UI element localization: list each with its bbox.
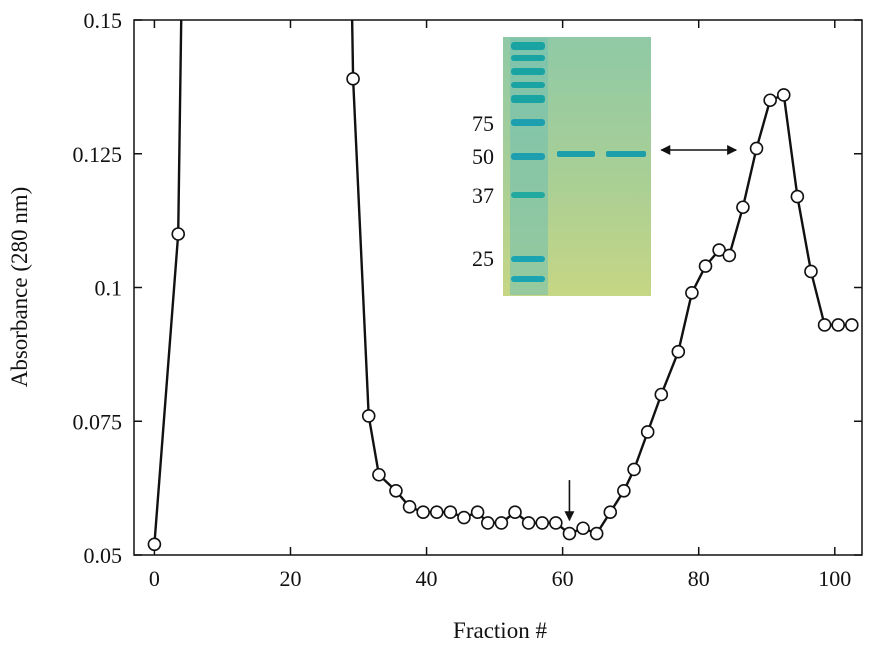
- data-point: [617, 483, 631, 498]
- data-point: [457, 510, 471, 525]
- gel-sample-band: [606, 151, 646, 157]
- series-markers: [147, 72, 859, 552]
- data-point: [508, 505, 522, 520]
- data-point: [763, 93, 777, 108]
- gel-ladder-band: [511, 276, 545, 282]
- gel-ladder-lane: [510, 38, 548, 295]
- gel-inset: 75 50 37 25: [472, 37, 651, 296]
- x-tick-label: 80: [688, 566, 710, 591]
- y-axis-title: Absorbance (280 nm): [7, 187, 32, 388]
- data-point: [654, 387, 669, 402]
- data-point: [722, 248, 737, 263]
- data-point: [640, 425, 655, 439]
- data-point: [521, 516, 536, 530]
- data-point: [429, 505, 444, 520]
- gel-ladder-band: [511, 55, 545, 61]
- data-point: [790, 189, 805, 204]
- x-tick-label: 100: [818, 566, 851, 591]
- data-point: [576, 521, 590, 536]
- data-point: [844, 318, 859, 332]
- data-point: [685, 286, 699, 300]
- data-point: [470, 505, 485, 520]
- data-point: [627, 462, 641, 477]
- gel-ladder-band: [511, 95, 545, 103]
- data-point: [749, 141, 764, 156]
- data-point: [671, 344, 686, 359]
- annotations: [564, 145, 738, 522]
- plot-frame: [133, 19, 863, 556]
- data-point: [603, 505, 618, 520]
- gel-marker-label: 50: [472, 144, 494, 169]
- data-point: [698, 259, 713, 273]
- data-point: [346, 72, 360, 86]
- gel-ladder-band: [511, 119, 545, 126]
- data-point: [372, 467, 386, 482]
- x-tick-label: 60: [552, 566, 574, 591]
- gel-ladder-band: [511, 42, 545, 50]
- x-tick-label: 40: [416, 566, 438, 591]
- data-point: [804, 264, 818, 279]
- data-point: [736, 200, 750, 215]
- data-point: [361, 409, 376, 423]
- gel-ladder-band: [511, 82, 545, 88]
- gel-ladder-band: [511, 68, 545, 75]
- data-point: [480, 516, 495, 530]
- y-axis-ticks: 0.05 0.075 0.1 0.125 0.15: [73, 8, 862, 568]
- data-point: [549, 516, 563, 530]
- data-point: [562, 526, 577, 541]
- gel-marker-label: 25: [472, 246, 494, 271]
- x-axis-ticks: 0 20 40 60 80 100: [149, 20, 851, 591]
- data-point: [776, 88, 791, 102]
- data-point: [535, 516, 550, 530]
- x-tick-label: 20: [279, 566, 301, 591]
- y-tick-label: 0.15: [84, 8, 123, 33]
- y-tick-label: 0.05: [84, 543, 123, 568]
- y-tick-label: 0.125: [73, 142, 123, 167]
- data-point: [147, 537, 162, 552]
- x-tick-label: 0: [149, 566, 160, 591]
- x-axis-title: Fraction #: [453, 618, 547, 643]
- y-tick-label: 0.075: [73, 409, 123, 434]
- gel-ladder-band: [511, 192, 545, 198]
- data-point: [589, 526, 604, 541]
- data-point: [416, 505, 430, 520]
- y-tick-label: 0.1: [95, 276, 123, 301]
- data-point: [817, 318, 832, 332]
- gel-marker-label: 75: [472, 111, 494, 136]
- data-point: [402, 500, 417, 514]
- data-point: [494, 516, 509, 530]
- gel-ladder-band: [511, 256, 545, 262]
- data-point: [389, 483, 403, 498]
- data-point: [443, 505, 458, 520]
- gel-sample-band: [557, 151, 595, 157]
- gel-marker-label: 37: [472, 183, 494, 208]
- data-point: [712, 243, 726, 257]
- gel-ladder-band: [511, 153, 545, 160]
- data-point: [831, 318, 845, 332]
- data-point: [171, 227, 186, 241]
